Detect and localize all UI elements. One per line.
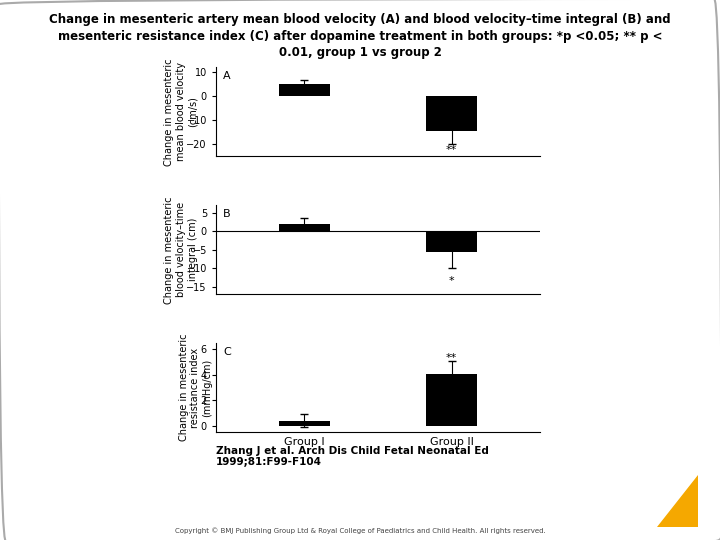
Polygon shape xyxy=(657,475,698,526)
Text: **: ** xyxy=(446,145,457,156)
Text: mesenteric resistance index (C) after dopamine treatment in both groups: *p <0.0: mesenteric resistance index (C) after do… xyxy=(58,30,662,43)
Text: 0.01, group 1 vs group 2: 0.01, group 1 vs group 2 xyxy=(279,46,441,59)
Bar xyxy=(279,421,330,426)
Bar xyxy=(279,84,330,96)
Bar xyxy=(426,374,477,426)
Bar xyxy=(279,224,330,231)
Y-axis label: Change in mesenteric
resistance index
(mmHg/cm): Change in mesenteric resistance index (m… xyxy=(179,334,212,441)
Y-axis label: Change in mesenteric
mean blood velocity
(cm/s): Change in mesenteric mean blood velocity… xyxy=(164,58,197,166)
Text: Zhang J et al. Arch Dis Child Fetal Neonatal Ed
1999;81:F99-F104: Zhang J et al. Arch Dis Child Fetal Neon… xyxy=(216,446,489,467)
Text: C: C xyxy=(223,347,231,356)
Text: **: ** xyxy=(446,353,457,363)
Y-axis label: Change in mesenteric
blood velocity–time
integral (cm): Change in mesenteric blood velocity–time… xyxy=(164,196,197,303)
Text: Change in mesenteric artery mean blood velocity (A) and blood velocity–time inte: Change in mesenteric artery mean blood v… xyxy=(49,14,671,26)
Text: FN: FN xyxy=(627,492,650,507)
Bar xyxy=(426,231,477,252)
Bar xyxy=(426,96,477,131)
Text: *: * xyxy=(449,276,454,286)
Text: Copyright © BMJ Publishing Group Ltd & Royal College of Paediatrics and Child He: Copyright © BMJ Publishing Group Ltd & R… xyxy=(175,527,545,534)
Text: B: B xyxy=(223,209,231,219)
Text: A: A xyxy=(223,71,231,81)
